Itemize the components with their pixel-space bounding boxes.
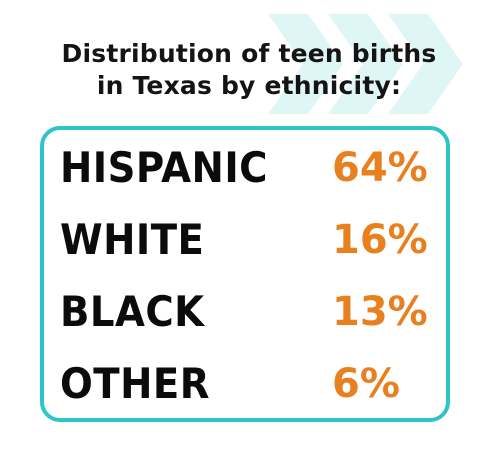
- chevron-arrows-icon: [268, 14, 463, 114]
- stats-panel: [40, 126, 450, 422]
- percentage-value: 13%: [332, 289, 428, 335]
- stat-row-black: BLACK 13%: [56, 284, 446, 344]
- page-title: Distribution of teen births in Texas by …: [0, 38, 498, 102]
- stat-row-white: WHITE 16%: [56, 212, 446, 272]
- title-line-1: Distribution of teen births: [61, 39, 437, 68]
- percentage-value: 6%: [332, 361, 400, 407]
- percentage-value: 16%: [332, 217, 428, 263]
- stat-row-hispanic: HISPANIC 64%: [56, 140, 446, 200]
- percentage-value: 64%: [332, 145, 428, 191]
- ethnicity-label: HISPANIC: [60, 143, 268, 192]
- title-line-2: in Texas by ethnicity:: [96, 71, 402, 100]
- ethnicity-label: BLACK: [60, 287, 205, 336]
- ethnicity-label: OTHER: [60, 359, 211, 408]
- ethnicity-label: WHITE: [60, 215, 205, 264]
- stat-row-other: OTHER 6%: [56, 356, 446, 416]
